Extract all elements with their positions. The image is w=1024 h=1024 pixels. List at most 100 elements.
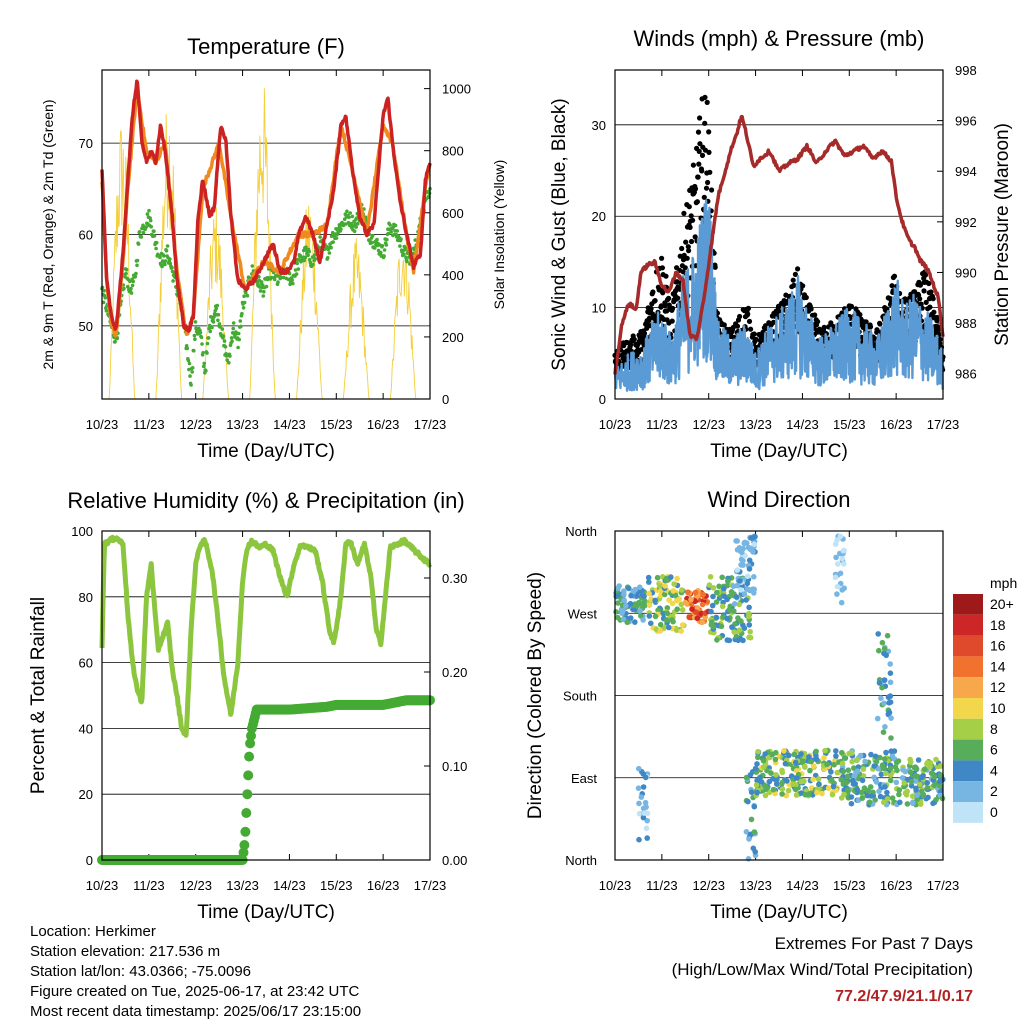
x-tick-label: 14/23 (273, 878, 306, 893)
series-point-direction (632, 619, 638, 625)
y-tick-label: 0 (86, 853, 93, 868)
series-point-direction (859, 795, 866, 801)
series-point-direction (709, 602, 716, 609)
series-point-dewpoint (276, 280, 280, 284)
series-point-gust (746, 318, 753, 324)
series-point-direction (740, 562, 746, 568)
series-point-direction (648, 620, 654, 627)
series-point-gust (734, 323, 741, 329)
series-point-direction (917, 801, 924, 807)
series-point-direction (713, 599, 720, 605)
series-point-dewpoint (201, 351, 205, 355)
series-point-gust (922, 272, 929, 278)
series-point-dewpoint (137, 230, 142, 234)
series-point-dewpoint (209, 315, 213, 319)
series-point-dewpoint (229, 336, 234, 340)
x-tick-label: 17/23 (927, 878, 960, 893)
series-point-direction (887, 765, 894, 772)
series-point-direction (637, 584, 643, 590)
series-point-direction (850, 777, 856, 784)
series-point-direction (924, 780, 930, 786)
x-tick-label: 16/23 (367, 878, 400, 893)
series-point-dewpoint (326, 255, 330, 260)
series-point-direction (802, 763, 808, 770)
series-point-dewpoint (329, 245, 333, 250)
series-point-gust (695, 129, 702, 135)
series-point-direction (896, 787, 903, 793)
series-point-direction (657, 621, 664, 628)
series-point-dewpoint (221, 334, 226, 338)
series-point-gust (935, 327, 941, 333)
series-point-gust (706, 149, 712, 155)
y2-tick-label: 0 (442, 392, 449, 407)
series-point-dewpoint (205, 341, 210, 346)
series-point-direction (887, 777, 894, 784)
series-line-humidity (99, 534, 433, 738)
series-point-dewpoint (102, 288, 106, 293)
series-point-direction (694, 615, 701, 622)
colorbar-label: 14 (990, 658, 1006, 674)
series-point-direction (663, 575, 670, 582)
series-point-rainfall (246, 730, 256, 741)
series-point-gust (663, 273, 669, 279)
y2-tick-label: 996 (955, 114, 977, 129)
series-point-gust (709, 187, 715, 193)
series-point-direction (854, 757, 861, 763)
series-point-dewpoint (331, 240, 336, 244)
series-point-direction (872, 753, 879, 760)
x-tick-label: 11/23 (133, 878, 165, 893)
series-point-direction (791, 751, 797, 758)
series-point-dewpoint (227, 360, 231, 365)
series-point-dewpoint (262, 289, 266, 294)
series-point-direction (646, 590, 652, 597)
series-point-dewpoint (402, 252, 406, 257)
series-point-direction (672, 592, 679, 598)
series-point-direction (641, 598, 648, 604)
y2-tick-label: 0.00 (442, 853, 467, 868)
series-point-direction (638, 794, 645, 800)
x-tick-label: 10/23 (86, 417, 119, 432)
series-point-direction (621, 597, 627, 603)
x-tick-label: 15/23 (833, 878, 866, 893)
x-tick-label: 17/23 (414, 878, 447, 893)
series-point-direction (834, 537, 840, 543)
series-point-gust (694, 199, 701, 205)
series-point-direction (878, 771, 885, 778)
series-point-direction (937, 783, 943, 789)
series-point-gust (666, 295, 672, 301)
colorbar-title: mph (990, 575, 1017, 591)
series-point-dewpoint (240, 311, 244, 316)
y2-tick-label: 1000 (442, 82, 471, 97)
series-point-dewpoint (124, 267, 129, 272)
series-point-direction (773, 772, 779, 778)
y2-tick-label: 986 (955, 367, 977, 382)
x-tick-label: 14/23 (786, 417, 819, 432)
series-point-direction (897, 799, 903, 806)
series-point-direction (854, 768, 861, 774)
series-point-dewpoint (124, 271, 128, 276)
series-point-direction (636, 599, 642, 606)
series-point-direction (810, 763, 817, 769)
series-point-direction (725, 578, 731, 585)
series-point-gust (918, 301, 924, 307)
series-point-dewpoint (395, 229, 400, 233)
series-point-dewpoint (373, 246, 377, 250)
y2-tick-label: 400 (442, 268, 464, 283)
series-point-dewpoint (199, 335, 204, 340)
series-point-direction (769, 751, 776, 758)
series-point-dewpoint (286, 277, 291, 282)
y-tick-label: 60 (79, 656, 93, 671)
y2-tick-label: 990 (955, 265, 977, 280)
series-point-dewpoint (216, 318, 220, 323)
series-point-dewpoint (162, 254, 166, 258)
series-point-direction (931, 774, 938, 780)
y2-axis-label: Solar Insolation (Yellow) (491, 160, 507, 310)
series-point-gust (821, 324, 827, 330)
y-tick-label: 80 (79, 590, 93, 605)
series-point-direction (679, 622, 686, 628)
y-tick-label: 30 (592, 118, 606, 133)
y-axis-label: 2m & 9m T (Red, Orange) & 2m Td (Green) (40, 100, 56, 370)
series-point-direction (888, 735, 894, 741)
series-point-direction (792, 759, 799, 766)
series-point-direction (713, 614, 720, 621)
